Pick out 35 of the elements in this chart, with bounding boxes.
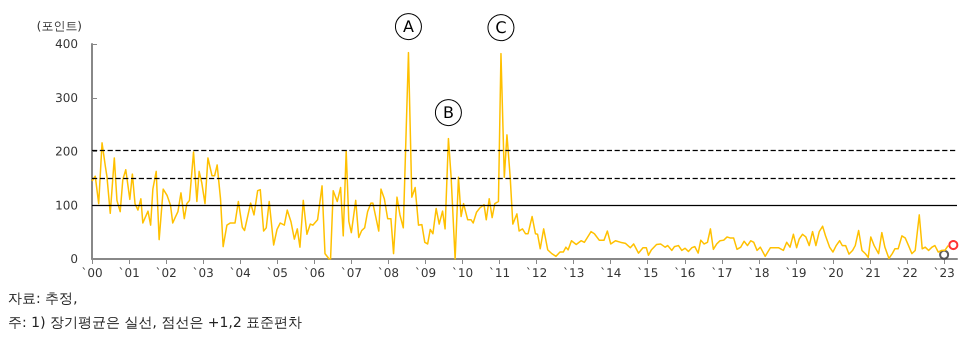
x-tick-label: `19 xyxy=(785,266,807,280)
y-tick-label: 400 xyxy=(55,37,78,51)
y-axis-title: (포인트) xyxy=(36,19,82,33)
x-tick-label: `05 xyxy=(266,266,288,280)
x-tick-label: `22 xyxy=(896,266,918,280)
x-tick-label: `17 xyxy=(711,266,733,280)
x-tick-label: `01 xyxy=(118,266,140,280)
x-tick-label: `03 xyxy=(192,266,214,280)
y-tick-label: 100 xyxy=(55,198,78,212)
x-tick-label: `06 xyxy=(304,266,325,280)
x-tick-label: `18 xyxy=(748,266,770,280)
x-tick-label: `20 xyxy=(822,266,844,280)
x-tick-label: `16 xyxy=(674,266,696,280)
x-tick-label: `02 xyxy=(156,266,177,280)
text: 자료: 추정, xyxy=(8,291,78,307)
x-tick-label: `08 xyxy=(378,266,400,280)
y-tick-label: 200 xyxy=(55,144,78,158)
annotation: B xyxy=(442,103,454,122)
x-tick-label: `12 xyxy=(526,266,548,280)
x-tick-label: `07 xyxy=(340,266,362,280)
x-tick-label: `23 xyxy=(933,266,955,280)
y-tick-label: 300 xyxy=(55,90,78,105)
x-tick-label: `00 xyxy=(81,266,103,280)
x-tick-label: `15 xyxy=(637,266,658,280)
x-tick-label: `14 xyxy=(600,266,622,280)
x-tick-label: `11 xyxy=(488,266,510,280)
x-tick-label: `10 xyxy=(452,266,474,280)
text: 주: 1) 장기평균은 실선, 점선은 +1,2 표준편차 xyxy=(8,315,302,331)
y-tick-label: 0 xyxy=(70,252,78,266)
annotation: C xyxy=(495,18,507,38)
x-tick-label: `04 xyxy=(230,266,251,280)
x-tick-label: `21 xyxy=(859,266,881,280)
x-tick-label: `13 xyxy=(563,266,584,280)
annotation: A xyxy=(402,17,414,36)
x-tick-label: `09 xyxy=(414,266,436,280)
